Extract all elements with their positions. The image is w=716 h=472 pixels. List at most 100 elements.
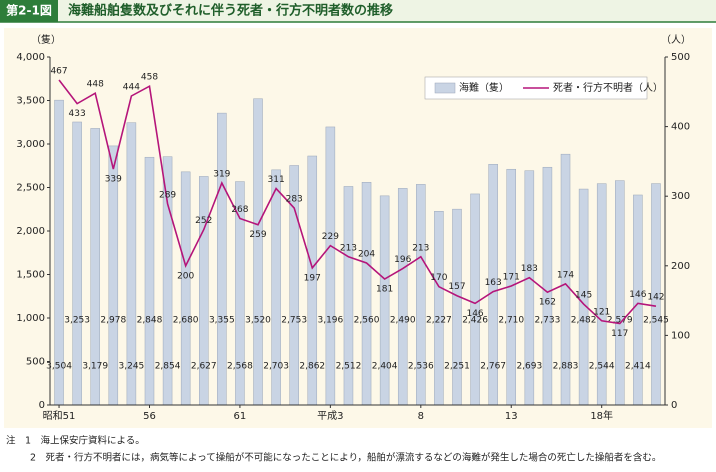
bar — [596, 183, 607, 406]
bar-value-label: 2,568 — [227, 362, 253, 372]
y2-unit: （人） — [661, 34, 691, 46]
figure-label: 第2-1図 — [6, 3, 52, 18]
line-value-label: 433 — [69, 109, 86, 119]
line-value-label: 311 — [268, 175, 285, 185]
bar — [325, 126, 336, 406]
bar — [434, 211, 444, 406]
bar — [397, 188, 408, 406]
bar-value-label: 2,490 — [390, 316, 416, 326]
x-tick-label: 13 — [505, 411, 518, 422]
bar — [343, 186, 354, 406]
bar-value-label: 2,753 — [281, 316, 307, 326]
legend-label: 死者・行方不明者（人） — [553, 81, 663, 94]
x-tick-label: 18年 — [590, 409, 613, 422]
chart-title: 海難船舶隻数及びそれに伴う死者・行方不明者数の推移 — [68, 3, 393, 19]
y2-tick-label: 100 — [671, 330, 690, 341]
line-value-label: 171 — [503, 272, 520, 282]
bar-value-label: 2,680 — [173, 316, 199, 326]
bar-value-label: 2,426 — [462, 316, 488, 326]
line-value-label: 268 — [231, 205, 248, 215]
y-unit: （隻） — [31, 33, 61, 46]
line-value-label: 170 — [430, 273, 447, 283]
y-tick-label: 3,000 — [16, 139, 45, 150]
x-tick-label: 平成3 — [317, 410, 343, 422]
line-value-label: 157 — [448, 282, 465, 292]
bar-value-label: 3,355 — [209, 316, 235, 326]
line-value-label: 444 — [123, 82, 140, 92]
line-value-label: 204 — [358, 250, 375, 260]
y-tick-label: 1,000 — [16, 313, 45, 324]
bar-value-label: 2,404 — [372, 362, 398, 372]
line-value-label: 448 — [87, 80, 104, 90]
x-tick-label: 昭和51 — [43, 410, 76, 422]
line-value-label: 196 — [394, 255, 411, 265]
legend-swatch — [434, 82, 456, 94]
y-tick-label: 2,000 — [16, 226, 45, 237]
bar — [452, 208, 462, 406]
line-value-label: 319 — [213, 169, 230, 179]
y-tick-label: 2,500 — [16, 183, 45, 194]
bar-value-label: 2,482 — [571, 316, 597, 326]
line-value-label: 162 — [539, 298, 556, 308]
bar — [108, 145, 119, 406]
note: 注 1 海上保安庁資料による。 — [6, 435, 145, 447]
y-tick-label: 3,500 — [16, 96, 45, 107]
line-value-label: 142 — [647, 293, 664, 303]
bar-value-label: 2,545 — [643, 316, 669, 326]
bar-value-label: 2,693 — [516, 362, 542, 372]
line-value-label: 259 — [249, 230, 266, 240]
line-value-label: 146 — [629, 290, 646, 300]
y2-tick-label: 200 — [671, 261, 690, 272]
bar-value-label: 2,767 — [480, 362, 506, 372]
bar — [615, 180, 625, 406]
x-tick-label: 56 — [143, 411, 156, 422]
y2-tick-label: 0 — [671, 400, 677, 411]
line-value-label: 229 — [322, 232, 339, 242]
bar-value-label: 2,227 — [426, 316, 452, 326]
bar — [542, 166, 553, 406]
legend-label: 海難（隻） — [459, 81, 509, 94]
bar-value-label: 2,544 — [589, 362, 615, 372]
line-value-label: 339 — [105, 175, 122, 185]
line-value-label: 183 — [521, 264, 538, 274]
bar — [253, 98, 263, 406]
y-tick-label: 0 — [39, 400, 45, 411]
y-tick-label: 1,500 — [16, 270, 45, 281]
line-value-label: 145 — [575, 291, 592, 301]
bar-value-label: 2,978 — [100, 316, 126, 326]
bar — [144, 156, 155, 406]
bar-value-label: 2,560 — [354, 316, 380, 326]
bar — [180, 171, 191, 406]
line-value-label: 121 — [593, 307, 610, 317]
bar — [416, 184, 426, 406]
line-value-label: 146 — [466, 309, 483, 319]
bar — [470, 193, 480, 406]
bar — [72, 121, 82, 406]
bar-value-label: 3,179 — [82, 362, 108, 372]
bar — [361, 182, 372, 406]
bar-value-label: 3,196 — [317, 316, 343, 326]
y2-tick-label: 300 — [671, 191, 690, 202]
bar-value-label: 2,862 — [299, 362, 325, 372]
y2-tick-label: 500 — [671, 52, 690, 63]
line-value-label: 213 — [340, 243, 357, 253]
bar — [217, 112, 227, 406]
x-tick-label: 8 — [418, 411, 424, 422]
line-value-label: 458 — [141, 73, 158, 83]
bar-value-label: 3,504 — [46, 362, 72, 372]
bar — [54, 99, 64, 406]
bar-value-label: 2,883 — [553, 362, 579, 372]
bar-value-label: 2,854 — [155, 362, 181, 372]
x-tick-label: 61 — [234, 411, 247, 422]
header-bg — [0, 0, 716, 22]
y2-tick-label: 400 — [671, 122, 690, 133]
bar — [379, 195, 390, 406]
line-value-label: 213 — [412, 243, 429, 253]
y-tick-label: 4,000 — [16, 52, 45, 63]
bar-value-label: 2,710 — [498, 316, 524, 326]
line-value-label: 174 — [557, 270, 574, 280]
bar-value-label: 2,536 — [408, 362, 434, 372]
line-value-label: 117 — [611, 329, 628, 339]
